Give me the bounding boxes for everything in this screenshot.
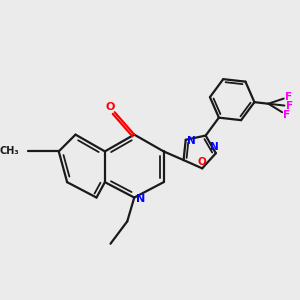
Text: N: N [188,136,196,146]
Text: CH₃: CH₃ [0,146,20,156]
Text: O: O [106,102,115,112]
Text: F: F [285,92,292,102]
Text: F: F [286,101,293,111]
Text: N: N [210,142,219,152]
Text: N: N [136,194,145,204]
Text: F: F [283,110,290,120]
Text: O: O [198,157,207,167]
